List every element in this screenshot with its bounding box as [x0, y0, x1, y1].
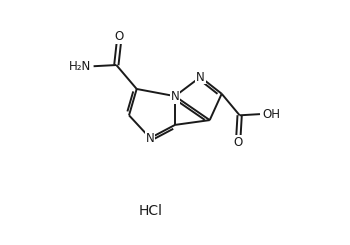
- Text: O: O: [114, 30, 123, 43]
- Text: H₂N: H₂N: [69, 60, 91, 73]
- Text: OH: OH: [262, 108, 280, 121]
- Text: HCl: HCl: [139, 204, 163, 218]
- Text: N: N: [196, 71, 205, 84]
- Text: O: O: [234, 136, 243, 149]
- Text: N: N: [171, 90, 180, 103]
- Text: N: N: [146, 132, 154, 145]
